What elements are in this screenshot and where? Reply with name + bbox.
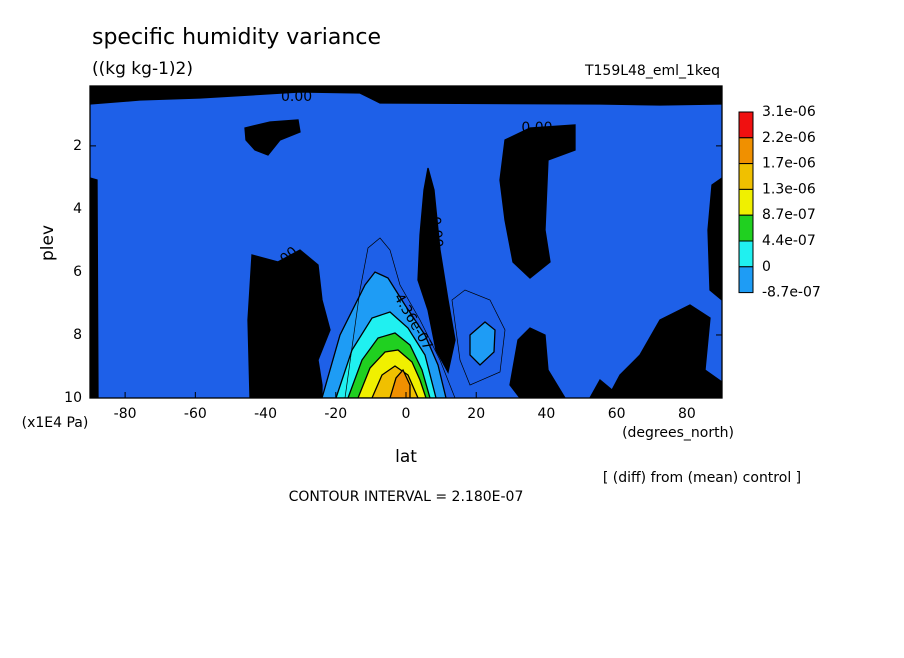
chart-title: specific humidity variance (92, 25, 381, 50)
y-tick-label: 10 (64, 390, 82, 406)
colorbar-label: 4.4e-07 (762, 233, 816, 249)
colorbar-box (738, 111, 754, 139)
run-name: T159L48_eml_1keq (584, 63, 720, 79)
colorbar-label: -8.7e-07 (762, 285, 821, 301)
x-tick-label: 60 (608, 406, 626, 422)
contour-line (451, 289, 506, 386)
colorbar-label: 1.3e-06 (762, 181, 816, 197)
x-tick-label: -40 (254, 406, 277, 422)
note: [ (diff) from (mean) control ] (603, 470, 801, 486)
colorbar-label: 2.2e-06 (762, 130, 816, 146)
x-tick-label: -80 (114, 406, 137, 422)
y-tick-label: 6 (73, 264, 82, 280)
x-units: (degrees_north) (622, 425, 734, 441)
y-tick-label: 8 (73, 327, 82, 343)
contour-label: 0.00 (521, 120, 552, 136)
y-units: (x1E4 Pa) (22, 415, 89, 431)
region (389, 368, 411, 398)
colorbar-box (738, 163, 754, 190)
region (90, 86, 722, 106)
y-tick-label: 4 (73, 201, 82, 217)
x-tick-label: -60 (184, 406, 207, 422)
x-tick-label: 80 (678, 406, 696, 422)
colorbar-label: 0 (762, 259, 771, 275)
y-axis-label: plev (38, 225, 58, 261)
x-axis-label: lat (395, 447, 417, 467)
contour-label: 0.00 (281, 89, 312, 105)
colorbar-label: 3.1e-06 (762, 104, 816, 120)
contour-label: 0.00 (427, 216, 446, 248)
contour-line (344, 237, 456, 398)
region (589, 304, 722, 398)
x-tick-label: 20 (467, 406, 485, 422)
x-tick-label: -20 (324, 406, 347, 422)
colorbar-label: 1.7e-06 (762, 156, 816, 172)
chart-subtitle: ((kg kg-1)2) (92, 59, 193, 79)
colorbar-box (738, 137, 754, 165)
region (417, 167, 456, 374)
x-tick-label: 40 (538, 406, 556, 422)
colorbar-box (738, 240, 754, 268)
contour-label: 0.00 (668, 85, 699, 101)
y-tick-label: 2 (73, 138, 82, 154)
region (469, 321, 496, 366)
x-tick-label: 0 (402, 406, 411, 422)
colorbar-box (738, 266, 754, 294)
contour-interval: CONTOUR INTERVAL = 2.180E-07 (289, 489, 524, 505)
region (247, 249, 331, 398)
contour-label: 0.00 (689, 329, 705, 360)
colorbar-box (738, 214, 754, 242)
region (90, 177, 99, 398)
colorbar-box (738, 188, 754, 216)
region (499, 124, 576, 279)
region (509, 327, 566, 398)
contour-label: 0.00 (627, 93, 658, 109)
contour-field (90, 86, 722, 398)
region (244, 119, 301, 156)
colorbar-label: 8.7e-07 (762, 207, 816, 223)
